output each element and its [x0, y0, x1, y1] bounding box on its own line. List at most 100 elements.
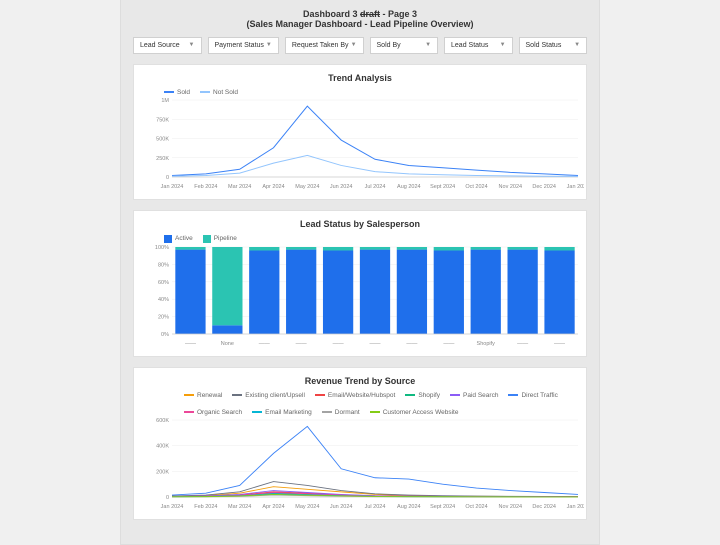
legend-label: Email/Website/Hubspot — [328, 392, 395, 399]
dashboard-page: Dashboard 3 draft - Page 3 (Sales Manage… — [120, 0, 600, 545]
page-subtitle: (Sales Manager Dashboard - Lead Pipeline… — [133, 19, 587, 29]
legend-swatch — [450, 394, 460, 396]
svg-text:——: —— — [259, 341, 271, 347]
svg-text:None: None — [221, 341, 234, 347]
legend-swatch — [184, 394, 194, 396]
chevron-down-icon: ▼ — [266, 42, 272, 48]
chevron-down-icon: ▼ — [189, 42, 195, 48]
filter-payment-status[interactable]: Payment Status▼ — [208, 37, 279, 54]
page-title: Dashboard 3 draft - Page 3 (Sales Manage… — [133, 9, 587, 29]
svg-text:400K: 400K — [156, 443, 169, 449]
legend-label: Active — [175, 235, 193, 242]
legend-item[interactable]: Email/Website/Hubspot — [315, 392, 395, 399]
svg-text:Shopify: Shopify — [477, 341, 496, 347]
legend-swatch — [315, 394, 325, 396]
trend-analysis-title: Trend Analysis — [144, 73, 576, 83]
svg-text:——: —— — [185, 341, 197, 347]
legend-label: Dormant — [335, 409, 360, 416]
lead-status-legend: Active Pipeline — [144, 235, 576, 243]
filter-label: Sold By — [377, 42, 401, 49]
svg-text:Jul 2024: Jul 2024 — [365, 504, 386, 510]
legend-item[interactable]: Not Sold — [200, 89, 238, 96]
filter-label: Lead Source — [140, 42, 180, 49]
chevron-down-icon: ▼ — [500, 42, 506, 48]
svg-text:60%: 60% — [158, 279, 169, 285]
filter-lead-status[interactable]: Lead Status▼ — [444, 37, 513, 54]
legend-item[interactable]: Direct Traffic — [508, 392, 557, 399]
svg-text:——: —— — [296, 341, 308, 347]
legend-item[interactable]: Dormant — [322, 409, 360, 416]
svg-text:Apr 2024: Apr 2024 — [262, 184, 284, 190]
svg-text:——: —— — [554, 341, 566, 347]
svg-text:Jan 2025: Jan 2025 — [567, 504, 584, 510]
svg-text:——: —— — [370, 341, 382, 347]
legend-swatch — [508, 394, 518, 396]
svg-text:——: —— — [406, 341, 418, 347]
svg-text:Apr 2024: Apr 2024 — [262, 504, 284, 510]
svg-text:Oct 2024: Oct 2024 — [465, 184, 487, 190]
svg-text:Mar 2024: Mar 2024 — [228, 184, 251, 190]
legend-label: Renewal — [197, 392, 222, 399]
revenue-trend-chart: 0200K400K600KJan 2024Feb 2024Mar 2024Apr… — [144, 416, 584, 511]
revenue-trend-title: Revenue Trend by Source — [144, 376, 576, 386]
chevron-down-icon: ▼ — [425, 42, 431, 48]
filter-sold-by[interactable]: Sold By ▼ — [370, 37, 439, 54]
revenue-trend-card: Revenue Trend by Source Renewal Existing … — [133, 367, 587, 520]
svg-text:Dec 2024: Dec 2024 — [532, 504, 556, 510]
svg-text:750K: 750K — [156, 117, 169, 123]
trend-legend: Sold Not Sold — [144, 89, 576, 96]
legend-item[interactable]: Shopify — [405, 392, 440, 399]
svg-text:Feb 2024: Feb 2024 — [194, 184, 217, 190]
title-suffix: - Page 3 — [380, 9, 417, 19]
chevron-down-icon: ▼ — [574, 42, 580, 48]
filter-request-taken-by[interactable]: Request Taken By▼ — [285, 37, 364, 54]
legend-swatch — [200, 91, 210, 93]
svg-text:Sept 2024: Sept 2024 — [430, 504, 455, 510]
legend-item[interactable]: Organic Search — [184, 409, 242, 416]
svg-text:Nov 2024: Nov 2024 — [499, 504, 523, 510]
legend-label: Organic Search — [197, 409, 242, 416]
svg-text:May 2024: May 2024 — [295, 504, 319, 510]
svg-text:Nov 2024: Nov 2024 — [499, 184, 523, 190]
legend-label: Existing client/Upsell — [245, 392, 305, 399]
filter-label: Payment Status — [215, 42, 264, 49]
svg-text:100%: 100% — [155, 245, 169, 251]
title-prefix: Dashboard 3 — [303, 9, 360, 19]
svg-text:Sept 2024: Sept 2024 — [430, 184, 455, 190]
legend-label: Direct Traffic — [521, 392, 557, 399]
legend-item[interactable]: Sold — [164, 89, 190, 96]
svg-text:Dec 2024: Dec 2024 — [532, 184, 556, 190]
svg-text:Jan 2025: Jan 2025 — [567, 184, 584, 190]
svg-text:Aug 2024: Aug 2024 — [397, 184, 421, 190]
legend-swatch — [203, 235, 211, 243]
svg-text:1M: 1M — [161, 98, 169, 104]
legend-item[interactable]: Paid Search — [450, 392, 498, 399]
legend-swatch — [232, 394, 242, 396]
legend-label: Customer Access Website — [383, 409, 459, 416]
filter-label: Request Taken By — [292, 42, 349, 49]
chevron-down-icon: ▼ — [351, 42, 357, 48]
legend-swatch — [370, 411, 380, 413]
svg-text:Oct 2024: Oct 2024 — [465, 504, 487, 510]
trend-analysis-chart: 0250K500K750K1MJan 2024Feb 2024Mar 2024A… — [144, 96, 584, 191]
svg-text:Jan 2024: Jan 2024 — [161, 184, 184, 190]
legend-item[interactable]: Pipeline — [203, 235, 237, 243]
filter-sold-status[interactable]: Sold Status▼ — [519, 37, 588, 54]
lead-status-card: Lead Status by Salesperson Active Pipelin… — [133, 210, 587, 357]
svg-text:0: 0 — [166, 175, 169, 181]
legend-label: Pipeline — [214, 235, 237, 242]
legend-label: Sold — [177, 89, 190, 96]
svg-text:200K: 200K — [156, 469, 169, 475]
lead-status-title: Lead Status by Salesperson — [144, 219, 576, 229]
filter-lead-source[interactable]: Lead Source ▼ — [133, 37, 202, 54]
svg-text:80%: 80% — [158, 262, 169, 268]
legend-item[interactable]: Active — [164, 235, 193, 243]
legend-item[interactable]: Customer Access Website — [370, 409, 459, 416]
revenue-legend: Renewal Existing client/Upsell Email/Websi… — [144, 392, 576, 416]
trend-analysis-card: Trend Analysis SoldNot Sold 0250K500K750… — [133, 64, 587, 200]
legend-item[interactable]: Renewal — [184, 392, 222, 399]
filter-bar: Lead Source▼Payment Status▼Request Taken… — [133, 37, 587, 54]
legend-item[interactable]: Existing client/Upsell — [232, 392, 305, 399]
legend-item[interactable]: Email Marketing — [252, 409, 312, 416]
svg-text:Mar 2024: Mar 2024 — [228, 504, 251, 510]
